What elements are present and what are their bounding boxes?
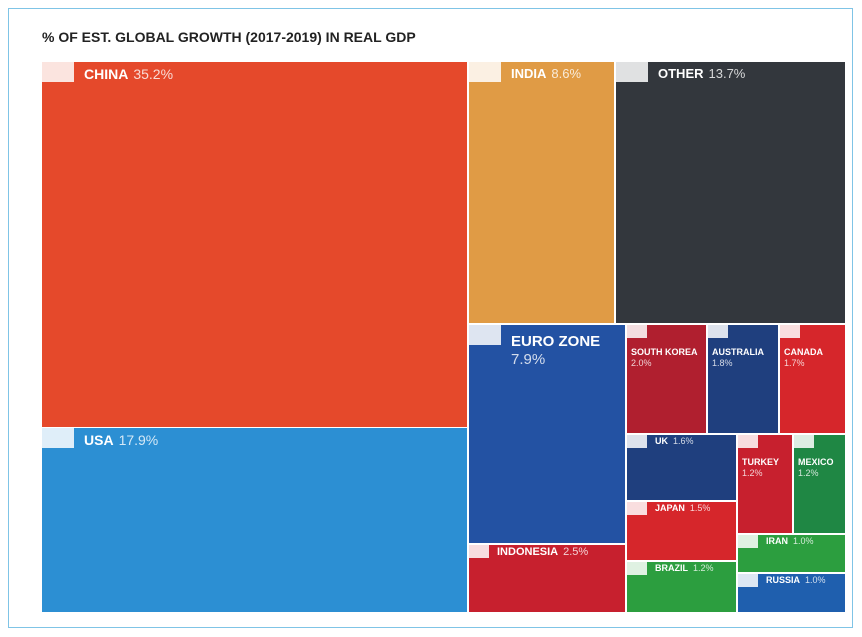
treemap-tile: INDIA 8.6%: [469, 62, 614, 323]
treemap-tile: CANADA 1.7%: [780, 325, 845, 433]
flag-icon: [469, 545, 489, 558]
treemap-tile: USA 17.9%: [42, 428, 467, 612]
value-label: 1.8%: [712, 357, 733, 368]
value-label: 1.6%: [673, 436, 694, 446]
tile-label: RUSSIA 1.0%: [766, 575, 826, 586]
flag-icon: [738, 535, 758, 548]
treemap-tile: SOUTH KOREA 2.0%: [627, 325, 706, 433]
value-label: 17.9%: [118, 432, 159, 448]
tile-label: CHINA 35.2%: [84, 66, 173, 83]
flag-icon: [469, 325, 501, 345]
treemap-tile: BRAZIL 1.2%: [627, 562, 736, 612]
tile-label: MEXICO 1.2%: [798, 457, 841, 479]
value-label: 8.6%: [551, 66, 582, 81]
tile-label: SOUTH KOREA 2.0%: [631, 347, 702, 369]
tile-label: OTHER 13.7%: [658, 66, 745, 82]
value-label: 35.2%: [133, 66, 174, 82]
value-label: 1.2%: [693, 563, 714, 573]
flag-icon: [627, 502, 647, 515]
value-label: 7.9%: [511, 351, 546, 368]
value-label: 1.5%: [689, 503, 711, 513]
flag-icon: [780, 325, 800, 338]
category-label: USA: [84, 432, 114, 448]
category-label: CHINA: [84, 66, 129, 82]
tile-label: IRAN 1.0%: [766, 536, 814, 547]
treemap-tile: EURO ZONE 7.9%: [469, 325, 625, 543]
flag-icon: [42, 62, 74, 82]
treemap-tile: INDONESIA 2.5%: [469, 545, 625, 612]
flag-icon: [616, 62, 648, 82]
category-label: INDIA: [511, 66, 547, 81]
flag-icon: [738, 435, 758, 448]
flag-icon: [738, 574, 758, 587]
tile-label: CANADA 1.7%: [784, 347, 841, 369]
category-label: OTHER: [658, 66, 704, 81]
value-label: 1.2%: [742, 467, 763, 478]
category-label: BRAZIL: [655, 563, 688, 573]
flag-icon: [469, 62, 501, 82]
value-label: 1.0%: [793, 536, 814, 546]
flag-icon: [42, 428, 74, 448]
tile-label: USA 17.9%: [84, 432, 158, 449]
tile-label: INDONESIA 2.5%: [497, 546, 588, 559]
treemap-tile: JAPAN 1.5%: [627, 502, 736, 560]
flag-icon: [794, 435, 814, 448]
flag-icon: [627, 562, 647, 575]
treemap-tile: AUSTRALIA 1.8%: [708, 325, 778, 433]
chart-title: % OF EST. GLOBAL GROWTH (2017-2019) IN R…: [42, 29, 416, 45]
tile-label: BRAZIL 1.2%: [655, 563, 714, 574]
category-label: JAPAN: [655, 503, 685, 513]
value-label: 1.0%: [805, 575, 826, 585]
treemap-tile: UK 1.6%: [627, 435, 736, 500]
flag-icon: [708, 325, 728, 338]
treemap-tile: TURKEY 1.2%: [738, 435, 792, 533]
treemap-tile: OTHER 13.7%: [616, 62, 845, 323]
tile-label: UK 1.6%: [655, 436, 694, 447]
flag-icon: [627, 325, 647, 338]
category-label: TURKEY: [742, 457, 780, 467]
value-label: 1.7%: [784, 357, 805, 368]
category-label: UK: [655, 436, 668, 446]
value-label: 2.5%: [563, 546, 589, 558]
tile-label: INDIA 8.6%: [511, 66, 581, 82]
treemap-tile: CHINA 35.2%: [42, 62, 467, 427]
tile-label: TURKEY 1.2%: [742, 457, 788, 479]
tile-label: JAPAN 1.5%: [655, 503, 710, 514]
category-label: IRAN: [766, 536, 788, 546]
category-label: INDONESIA: [497, 546, 559, 558]
category-label: AUSTRALIA: [712, 347, 764, 357]
treemap-tile: RUSSIA 1.0%: [738, 574, 845, 612]
category-label: EURO ZONE: [511, 333, 601, 350]
frame: [8, 8, 853, 628]
value-label: 13.7%: [708, 66, 746, 81]
treemap-tile: IRAN 1.0%: [738, 535, 845, 572]
tile-label: EURO ZONE 7.9%: [511, 333, 600, 369]
category-label: RUSSIA: [766, 575, 801, 585]
category-label: SOUTH KOREA: [631, 347, 698, 357]
tile-label: AUSTRALIA 1.8%: [712, 347, 774, 369]
category-label: CANADA: [784, 347, 823, 357]
flag-icon: [627, 435, 647, 448]
value-label: 2.0%: [631, 357, 652, 368]
category-label: MEXICO: [798, 457, 834, 467]
treemap-tile: MEXICO 1.2%: [794, 435, 845, 533]
value-label: 1.2%: [798, 467, 819, 478]
